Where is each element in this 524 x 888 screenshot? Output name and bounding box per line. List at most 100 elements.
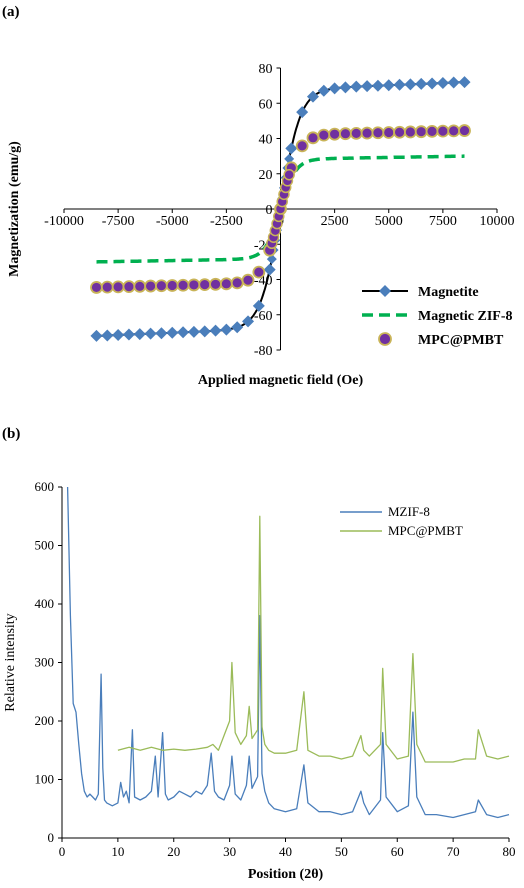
mpc-pmbt-point: [458, 124, 471, 137]
panel-b-label: (b): [2, 426, 20, 442]
y-tick-label: 200: [35, 713, 55, 728]
x-tick-label: -2500: [210, 214, 243, 229]
x-tick-label: 30: [223, 844, 236, 859]
mpc-pmbt-point: [176, 278, 190, 292]
x-tick-label: 0: [59, 844, 66, 859]
y-tick-label: 300: [35, 655, 55, 670]
mpc-pmbt-point: [447, 124, 461, 138]
magnetite-point: [220, 323, 233, 336]
mpc-pmbt-point: [425, 124, 439, 138]
magnetite-point: [155, 327, 168, 340]
y-tick-label: 60: [259, 97, 273, 112]
mpc-pmbt-point: [339, 127, 352, 141]
x-tick-label: 20: [167, 844, 180, 859]
magnetite-point: [285, 142, 298, 155]
mpc-pmbt-point: [219, 277, 233, 291]
magnetite-point: [371, 79, 384, 92]
magnetite-point: [266, 254, 277, 265]
chart-a: -10000 -7500 -5000 -2500 0 2500 5000 7500 10000 -…: [7, 62, 515, 388]
y-tick-label: 80: [259, 62, 273, 77]
series-mpc-pmbt-line: [117, 515, 510, 763]
magnetite-point: [144, 327, 157, 340]
magnetite-point: [166, 326, 179, 339]
x-tick-label: 40: [279, 844, 292, 859]
magnetite-point: [436, 76, 449, 89]
y-tick-label: 600: [35, 479, 55, 494]
mpc-pmbt-point: [111, 280, 125, 294]
legend-zif8-label: Magnetic ZIF-8: [418, 309, 512, 324]
magnetite-point: [284, 153, 295, 164]
x-tick-label: -7500: [102, 214, 135, 229]
y-tick-label: 20: [259, 168, 273, 183]
mpc-pmbt-point: [283, 168, 295, 181]
y-axis-title: Magnetization (emu/g): [7, 141, 22, 277]
magnetite-point: [426, 77, 439, 90]
mpc-pmbt-point: [328, 127, 342, 141]
magnetite-point: [252, 299, 265, 312]
mpc-pmbt-point: [360, 126, 374, 140]
mpc-pmbt-point: [317, 128, 331, 142]
y-tick-label: 400: [35, 596, 55, 611]
magnetite-point: [447, 76, 460, 89]
y-tick-label: 0: [48, 830, 55, 845]
x-axis-title: Applied magnetic field (Oe): [198, 373, 364, 388]
mpc-pmbt-point: [165, 279, 179, 292]
magnetite-point: [177, 326, 190, 339]
x-tick-label: 7500: [429, 214, 457, 229]
mpc-pmbt-point: [144, 279, 158, 293]
mpc-pmbt-point: [414, 125, 428, 139]
magnetite-point: [90, 329, 103, 342]
magnetite-point: [339, 81, 352, 94]
mpc-pmbt-point: [230, 276, 244, 290]
series-mzif8-line: [66, 486, 510, 819]
x-axis-title: Position (2θ): [248, 867, 324, 882]
mpc-pmbt-point: [100, 280, 114, 294]
panel-a-label: (a): [2, 4, 20, 20]
x-tick-label: 5000: [375, 214, 403, 229]
magnetite-point: [393, 78, 406, 91]
x-tick-label: -10000: [44, 214, 84, 229]
mpc-pmbt-point: [306, 131, 320, 145]
magnetite-point: [415, 77, 428, 90]
magnetite-point: [122, 328, 135, 341]
x-tick-label: 10000: [480, 214, 515, 229]
x-tick-label: 60: [391, 844, 404, 859]
x-tick-label: 80: [503, 844, 516, 859]
mpc-pmbt-point: [382, 126, 396, 139]
mpc-pmbt-point: [436, 124, 450, 138]
legend-mzif8-label: MZIF-8: [388, 504, 430, 519]
magnetite-point: [404, 78, 417, 91]
mpc-pmbt-point: [198, 278, 212, 292]
legend-magnetite-label: Magnetite: [418, 285, 479, 300]
x-tick-label: 50: [335, 844, 348, 859]
magnetite-point: [306, 90, 319, 103]
legend-b: MZIF-8 MPC@PMBT: [340, 504, 463, 538]
magnetite-point: [242, 315, 255, 328]
y-tick-label: 40: [259, 133, 273, 148]
mpc-pmbt-point: [155, 279, 168, 293]
mpc-pmbt-point: [122, 280, 136, 294]
magnetite-point: [209, 324, 222, 337]
magnetite-point: [263, 263, 276, 276]
x-tick-label: 2500: [321, 214, 349, 229]
y-tick-label: -60: [254, 309, 273, 324]
magnetite-point: [361, 80, 374, 93]
magnetite-point: [350, 80, 363, 93]
magnetite-point: [296, 106, 309, 119]
legend-magnetite-marker: [379, 285, 391, 297]
magnetite-point: [133, 328, 146, 341]
mpc-pmbt-point: [295, 139, 309, 153]
magnetite-point: [101, 329, 114, 342]
y-tick-label: 0: [266, 203, 273, 218]
mpc-pmbt-point: [133, 279, 147, 293]
y-tick-label: 100: [35, 772, 55, 787]
y-tick-label: -80: [254, 344, 273, 359]
magnetite-point: [198, 325, 211, 338]
chart-b: 0 10 20 30 40 50 60 70 80 0 100 200 300 400 500 600 Posi…: [3, 479, 516, 882]
legend-mpc-label: MPC@PMBT: [388, 523, 463, 538]
legend-a: Magnetite Magnetic ZIF-8 MPC@PMBT: [362, 285, 512, 348]
x-tick-label: 10: [111, 844, 124, 859]
mpc-pmbt-point: [187, 278, 201, 292]
magnetite-point: [317, 84, 330, 97]
